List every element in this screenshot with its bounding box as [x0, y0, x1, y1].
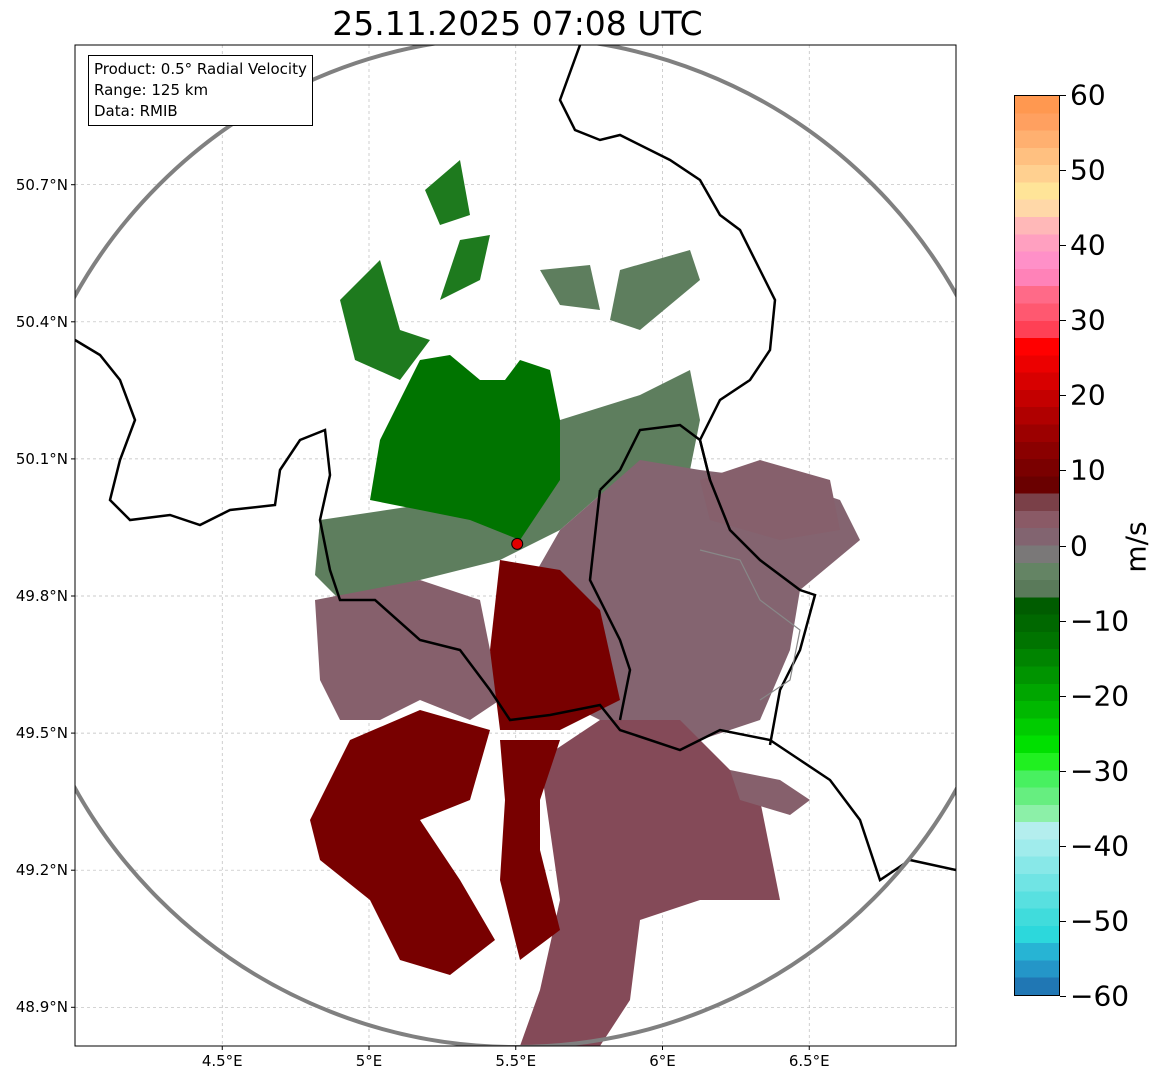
colorbar-tick-label: 20	[1070, 378, 1106, 412]
echo-gray-green-ne	[540, 250, 700, 330]
echo-mauve-south	[520, 720, 780, 1046]
colorbar-tick	[1060, 845, 1066, 847]
range-label: Range: 125 km	[94, 81, 209, 99]
colorbar-tick-label: −20	[1070, 679, 1130, 713]
lon-tick-label: 5.5°E	[495, 1052, 537, 1070]
product-info-box: Product: 0.5° Radial Velocity Range: 125…	[88, 55, 313, 126]
colorbar-tick	[1060, 395, 1066, 397]
colorbar-tick-label: −10	[1070, 604, 1130, 638]
country-borders	[75, 45, 956, 882]
lat-tick-label: 49.2°N	[15, 861, 68, 880]
lon-tick-label: 6°E	[649, 1052, 676, 1070]
colorbar-tick-label: −40	[1070, 829, 1130, 863]
colorbar-tick-label: 0	[1070, 529, 1088, 562]
colorbar-tick	[1060, 620, 1066, 622]
lat-tick-label: 50.7°N	[15, 175, 68, 194]
colorbar-tick	[1060, 545, 1066, 547]
colorbar-tick-label: 60	[1070, 78, 1106, 112]
colorbar-tick-label: −50	[1070, 904, 1130, 938]
colorbar-tick	[1060, 470, 1066, 472]
province-borders	[699, 549, 801, 701]
colorbar-tick	[1060, 245, 1066, 247]
lat-tick-label: 48.9°N	[15, 998, 68, 1017]
colorbar-tick-label: −60	[1070, 979, 1130, 1013]
colorbar-tick-label: 30	[1070, 303, 1106, 337]
map-title: 25.11.2025 07:08 UTC	[332, 4, 703, 43]
colorbar-tick-label: −30	[1070, 754, 1130, 788]
colorbar-unit: m/s	[1119, 521, 1153, 573]
colorbar-tick	[1060, 770, 1066, 772]
echo-mauve-se	[700, 460, 840, 815]
echo-darkred-sw	[310, 710, 495, 975]
radar-site-marker	[511, 537, 524, 550]
colorbar-tick	[1060, 95, 1066, 96]
velocity-echoes	[310, 160, 860, 1046]
echo-green-streaks	[340, 160, 490, 380]
colorbar-tick-label: 10	[1070, 453, 1106, 487]
lon-tick-label: 5°E	[355, 1052, 383, 1070]
lon-tick-label: 4.5°E	[201, 1052, 243, 1070]
colorbar-tick	[1060, 170, 1066, 172]
colorbar-tick	[1060, 920, 1066, 922]
product-label: Product: 0.5° Radial Velocity	[94, 60, 307, 78]
colorbar-tick	[1060, 996, 1066, 997]
lat-tick-label: 50.1°N	[15, 449, 68, 468]
lat-tick-label: 50.4°N	[15, 312, 68, 331]
echo-green-north	[370, 355, 560, 540]
lat-tick-label: 49.8°N	[15, 587, 68, 605]
colorbar-tick	[1060, 695, 1066, 697]
colorbar-tick-label: 40	[1070, 228, 1106, 262]
echo-darkred-south	[500, 740, 560, 960]
lon-tick-label: 6.5°E	[788, 1052, 830, 1070]
colorbar-tick	[1060, 320, 1066, 322]
colorbar-tick-label: 50	[1070, 153, 1106, 187]
colorbar	[1014, 95, 1060, 996]
echo-mauve-sw	[315, 580, 500, 720]
echo-darkred-center	[490, 560, 620, 730]
data-source-label: Data: RMIB	[94, 102, 178, 120]
lat-tick-label: 49.5°N	[15, 724, 68, 743]
